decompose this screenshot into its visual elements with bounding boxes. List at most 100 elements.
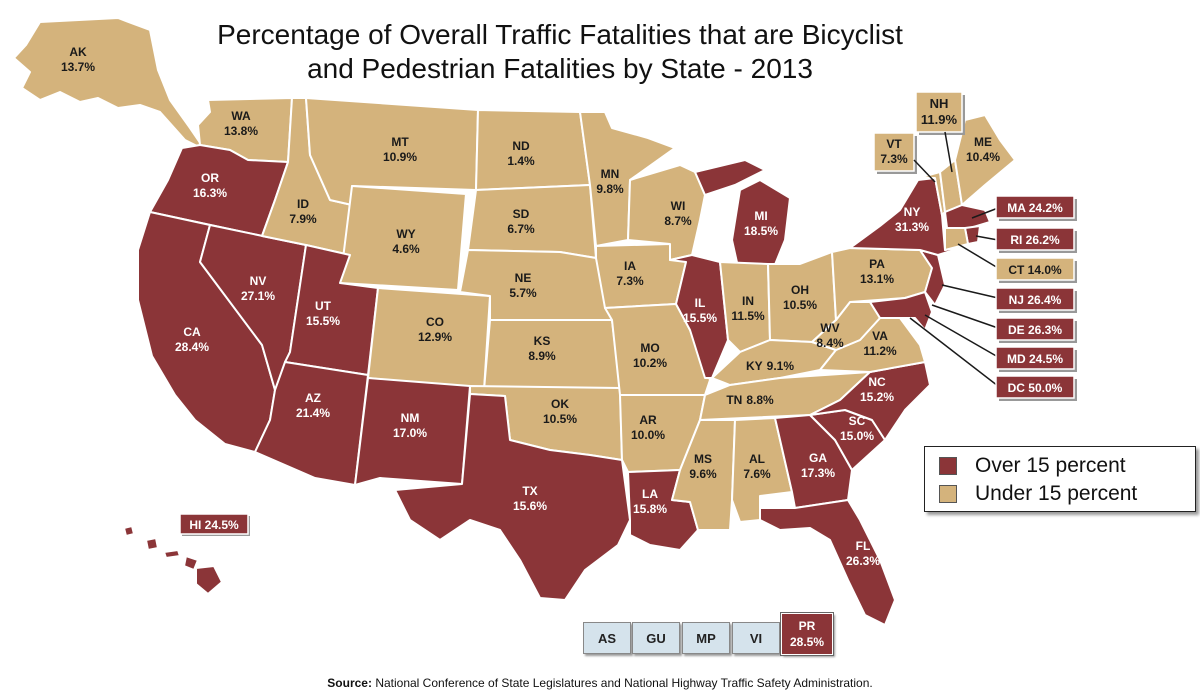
label-MN: MN <box>601 167 620 181</box>
label-CA: CA <box>183 325 201 339</box>
label-CO: CO <box>426 315 444 329</box>
label-AR: AR <box>639 413 657 427</box>
territory-PR-label: PR <box>798 619 816 633</box>
label-IN: IN <box>742 294 754 308</box>
state-CT[interactable] <box>944 227 969 251</box>
value-OH: 10.5% <box>783 298 817 312</box>
territory-MP[interactable]: MP <box>682 622 730 654</box>
svg-text:KY9.1%: KY 9.1% <box>746 359 794 373</box>
state-TX[interactable] <box>394 393 631 601</box>
state-WI[interactable] <box>627 164 706 261</box>
label-TN: TN <box>726 393 742 407</box>
label-MI: MI <box>754 209 767 223</box>
label-OR: OR <box>201 171 219 185</box>
value-TX: 15.6% <box>513 499 547 513</box>
value-OR: 16.3% <box>193 186 227 200</box>
state-NM[interactable] <box>354 377 471 486</box>
label-NC: NC <box>868 375 886 389</box>
value-ID: 7.9% <box>289 212 317 226</box>
callout-CT: CT 14.0% <box>957 243 1077 283</box>
value-SD: 6.7% <box>507 222 535 236</box>
legend: Over 15 percent Under 15 percent <box>924 446 1196 512</box>
svg-text:WV8.4%: WV 8.4% <box>816 321 844 350</box>
value-LA: 15.8% <box>633 502 667 516</box>
value-MI: 18.5% <box>744 224 778 238</box>
callout-VT: VT 7.3% <box>873 132 936 183</box>
value-IL: 15.5% <box>683 311 717 325</box>
state-ND[interactable] <box>475 109 591 191</box>
svg-text:CT 14.0%: CT 14.0% <box>1008 263 1062 277</box>
territory-GU[interactable]: GU <box>632 622 680 654</box>
label-AK: AK <box>69 45 87 59</box>
svg-text:WY4.6%: WY 4.6% <box>392 227 420 256</box>
map-title-line1: Percentage of Overall Traffic Fatalities… <box>217 19 903 50</box>
state-MA[interactable] <box>944 204 991 229</box>
callout-NJ: NJ 26.4% <box>941 284 1077 313</box>
label-LA: LA <box>642 487 658 501</box>
label-OK: OK <box>551 397 569 411</box>
label-SD: SD <box>513 207 530 221</box>
value-AR: 10.0% <box>631 428 665 442</box>
value-MN: 9.8% <box>596 182 624 196</box>
label-MT: MT <box>391 135 409 149</box>
label-NE: NE <box>515 271 532 285</box>
label-UT: UT <box>315 299 332 313</box>
legend-over: Over 15 percent <box>939 453 1126 479</box>
state-MN[interactable] <box>579 111 676 247</box>
label-IA: IA <box>624 259 636 273</box>
svg-text:TN8.8%: TN 8.8% <box>726 393 774 407</box>
state-WY[interactable] <box>339 185 467 291</box>
territory-VI[interactable]: VI <box>732 622 780 654</box>
source-note: Source: National Conference of State Leg… <box>0 676 1200 690</box>
callout-ME[interactable]: ME 10.4% <box>966 135 1000 164</box>
state-HI[interactable] <box>123 525 223 595</box>
value-WA: 13.8% <box>224 124 258 138</box>
label-TX: TX <box>522 484 537 498</box>
label-NY: NY <box>904 205 921 219</box>
legend-over-label: Over 15 percent <box>975 454 1126 477</box>
svg-text:VT7.3%: VT 7.3% <box>880 137 908 166</box>
label-MS: MS <box>694 452 712 466</box>
svg-text:DE 26.3%: DE 26.3% <box>1008 323 1062 337</box>
value-CO: 12.9% <box>418 330 452 344</box>
svg-text:ND1.4%: ND 1.4% <box>507 139 535 168</box>
value-NE: 5.7% <box>509 286 537 300</box>
source-prefix: Source: <box>327 676 372 690</box>
source-text: National Conference of State Legislature… <box>371 676 873 690</box>
label-ND: ND <box>512 139 530 153</box>
state-IL[interactable] <box>669 254 729 379</box>
value-NC: 15.2% <box>860 390 894 404</box>
state-ME[interactable] <box>954 114 1016 206</box>
state-AK[interactable] <box>13 17 206 151</box>
value-PA: 13.1% <box>860 272 894 286</box>
value-UT: 15.5% <box>306 314 340 328</box>
label-MO: MO <box>640 341 659 355</box>
value-IA: 7.3% <box>616 274 644 288</box>
territory-AS[interactable]: AS <box>583 622 631 654</box>
territory-PR[interactable]: PR 28.5% <box>780 612 834 656</box>
label-VA: VA <box>872 329 888 343</box>
state-MI[interactable] <box>694 159 791 277</box>
svg-text:MD 24.5%: MD 24.5% <box>1007 352 1063 366</box>
state-FL[interactable] <box>759 499 896 626</box>
svg-text:WI8.7%: WI 8.7% <box>664 199 692 228</box>
label-KS: KS <box>534 334 551 348</box>
legend-over-swatch <box>939 457 957 475</box>
value-CA: 28.4% <box>175 340 209 354</box>
value-ND: 1.4% <box>507 154 535 168</box>
svg-text:NE5.7%: NE 5.7% <box>509 271 537 300</box>
value-AL: 7.6% <box>743 467 771 481</box>
